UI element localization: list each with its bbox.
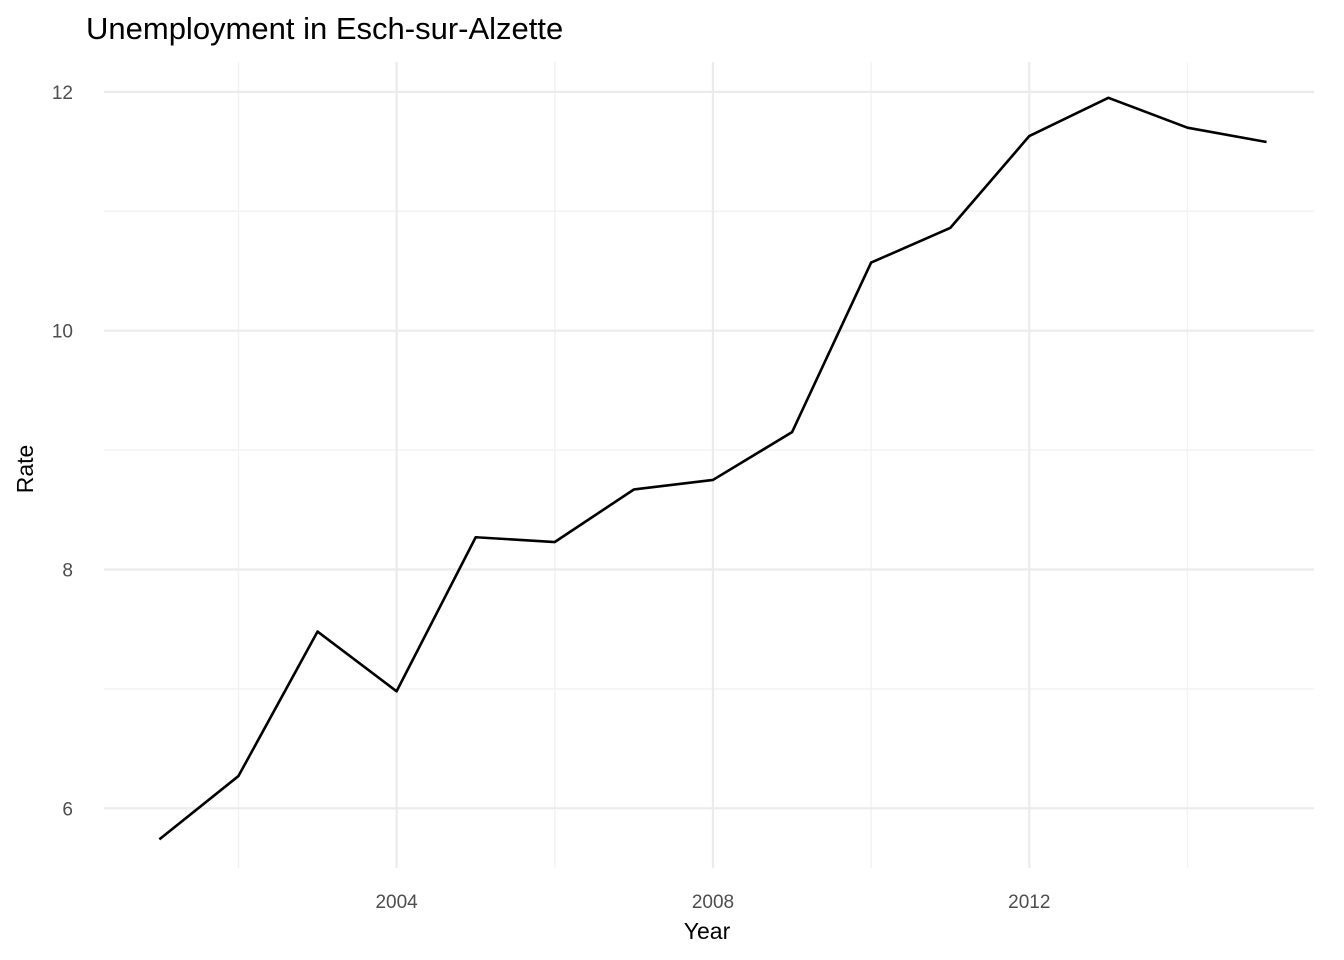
y-tick-label: 10 (52, 322, 73, 343)
series-layer (158, 96, 1267, 841)
x-tick-label: 2008 (692, 892, 734, 913)
x-axis-title: Year (684, 918, 731, 944)
x-tick-label: 2012 (1008, 892, 1050, 913)
y-tick-label: 8 (62, 560, 73, 581)
y-axis-title: Rate (12, 445, 38, 494)
series-line (158, 96, 1267, 841)
chart-title: Unemployment in Esch-sur-Alzette (86, 11, 563, 46)
major-gridlines (104, 62, 1314, 868)
x-tick-label: 2004 (375, 892, 418, 913)
minor-gridlines (104, 62, 1314, 868)
x-axis-tick-labels: 2004 2008 2012 (375, 892, 1050, 913)
y-axis-tick-labels: 6 8 10 12 (52, 83, 73, 820)
y-tick-label: 6 (62, 799, 73, 820)
y-tick-label: 12 (52, 83, 73, 104)
